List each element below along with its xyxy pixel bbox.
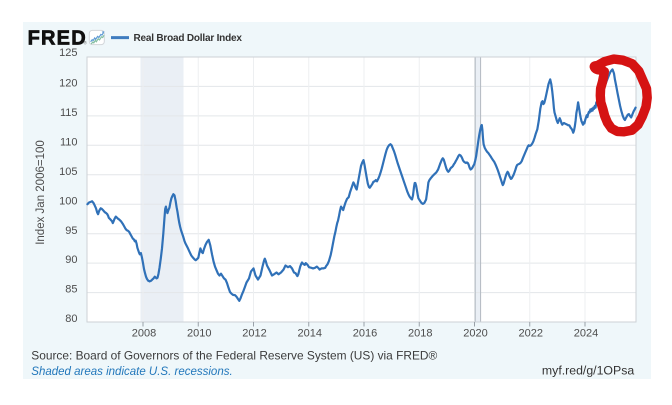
svg-text:Index Jan 2006=100: Index Jan 2006=100	[35, 140, 47, 245]
svg-text:115: 115	[60, 107, 78, 119]
svg-text:FRED: FRED	[28, 28, 87, 50]
svg-text:2012: 2012	[242, 328, 266, 340]
svg-text:2022: 2022	[519, 328, 543, 340]
svg-text:95: 95	[65, 225, 77, 237]
svg-text:2024: 2024	[574, 328, 598, 340]
svg-text:125: 125	[59, 47, 77, 59]
svg-text:80: 80	[65, 313, 77, 325]
svg-text:100: 100	[59, 195, 77, 207]
svg-text:85: 85	[65, 284, 77, 296]
svg-text:Source: Board of Governors of: Source: Board of Governors of the Federa…	[31, 349, 437, 363]
svg-text:Real Broad Dollar Index: Real Broad Dollar Index	[134, 33, 243, 44]
svg-text:2020: 2020	[463, 328, 487, 340]
svg-text:2008: 2008	[132, 328, 156, 340]
svg-text:110: 110	[60, 136, 78, 148]
svg-text:Shaded areas indicate U.S. rec: Shaded areas indicate U.S. recessions.	[31, 366, 232, 378]
svg-text:90: 90	[65, 254, 77, 266]
svg-text:120: 120	[59, 78, 77, 90]
svg-text:2018: 2018	[408, 328, 432, 340]
svg-text:myf.red/g/1OPsa: myf.red/g/1OPsa	[542, 364, 634, 378]
svg-text:2010: 2010	[187, 328, 211, 340]
svg-text:®: ®	[84, 40, 88, 46]
svg-text:2016: 2016	[353, 328, 377, 340]
svg-text:105: 105	[59, 166, 77, 178]
svg-text:2014: 2014	[298, 328, 322, 340]
